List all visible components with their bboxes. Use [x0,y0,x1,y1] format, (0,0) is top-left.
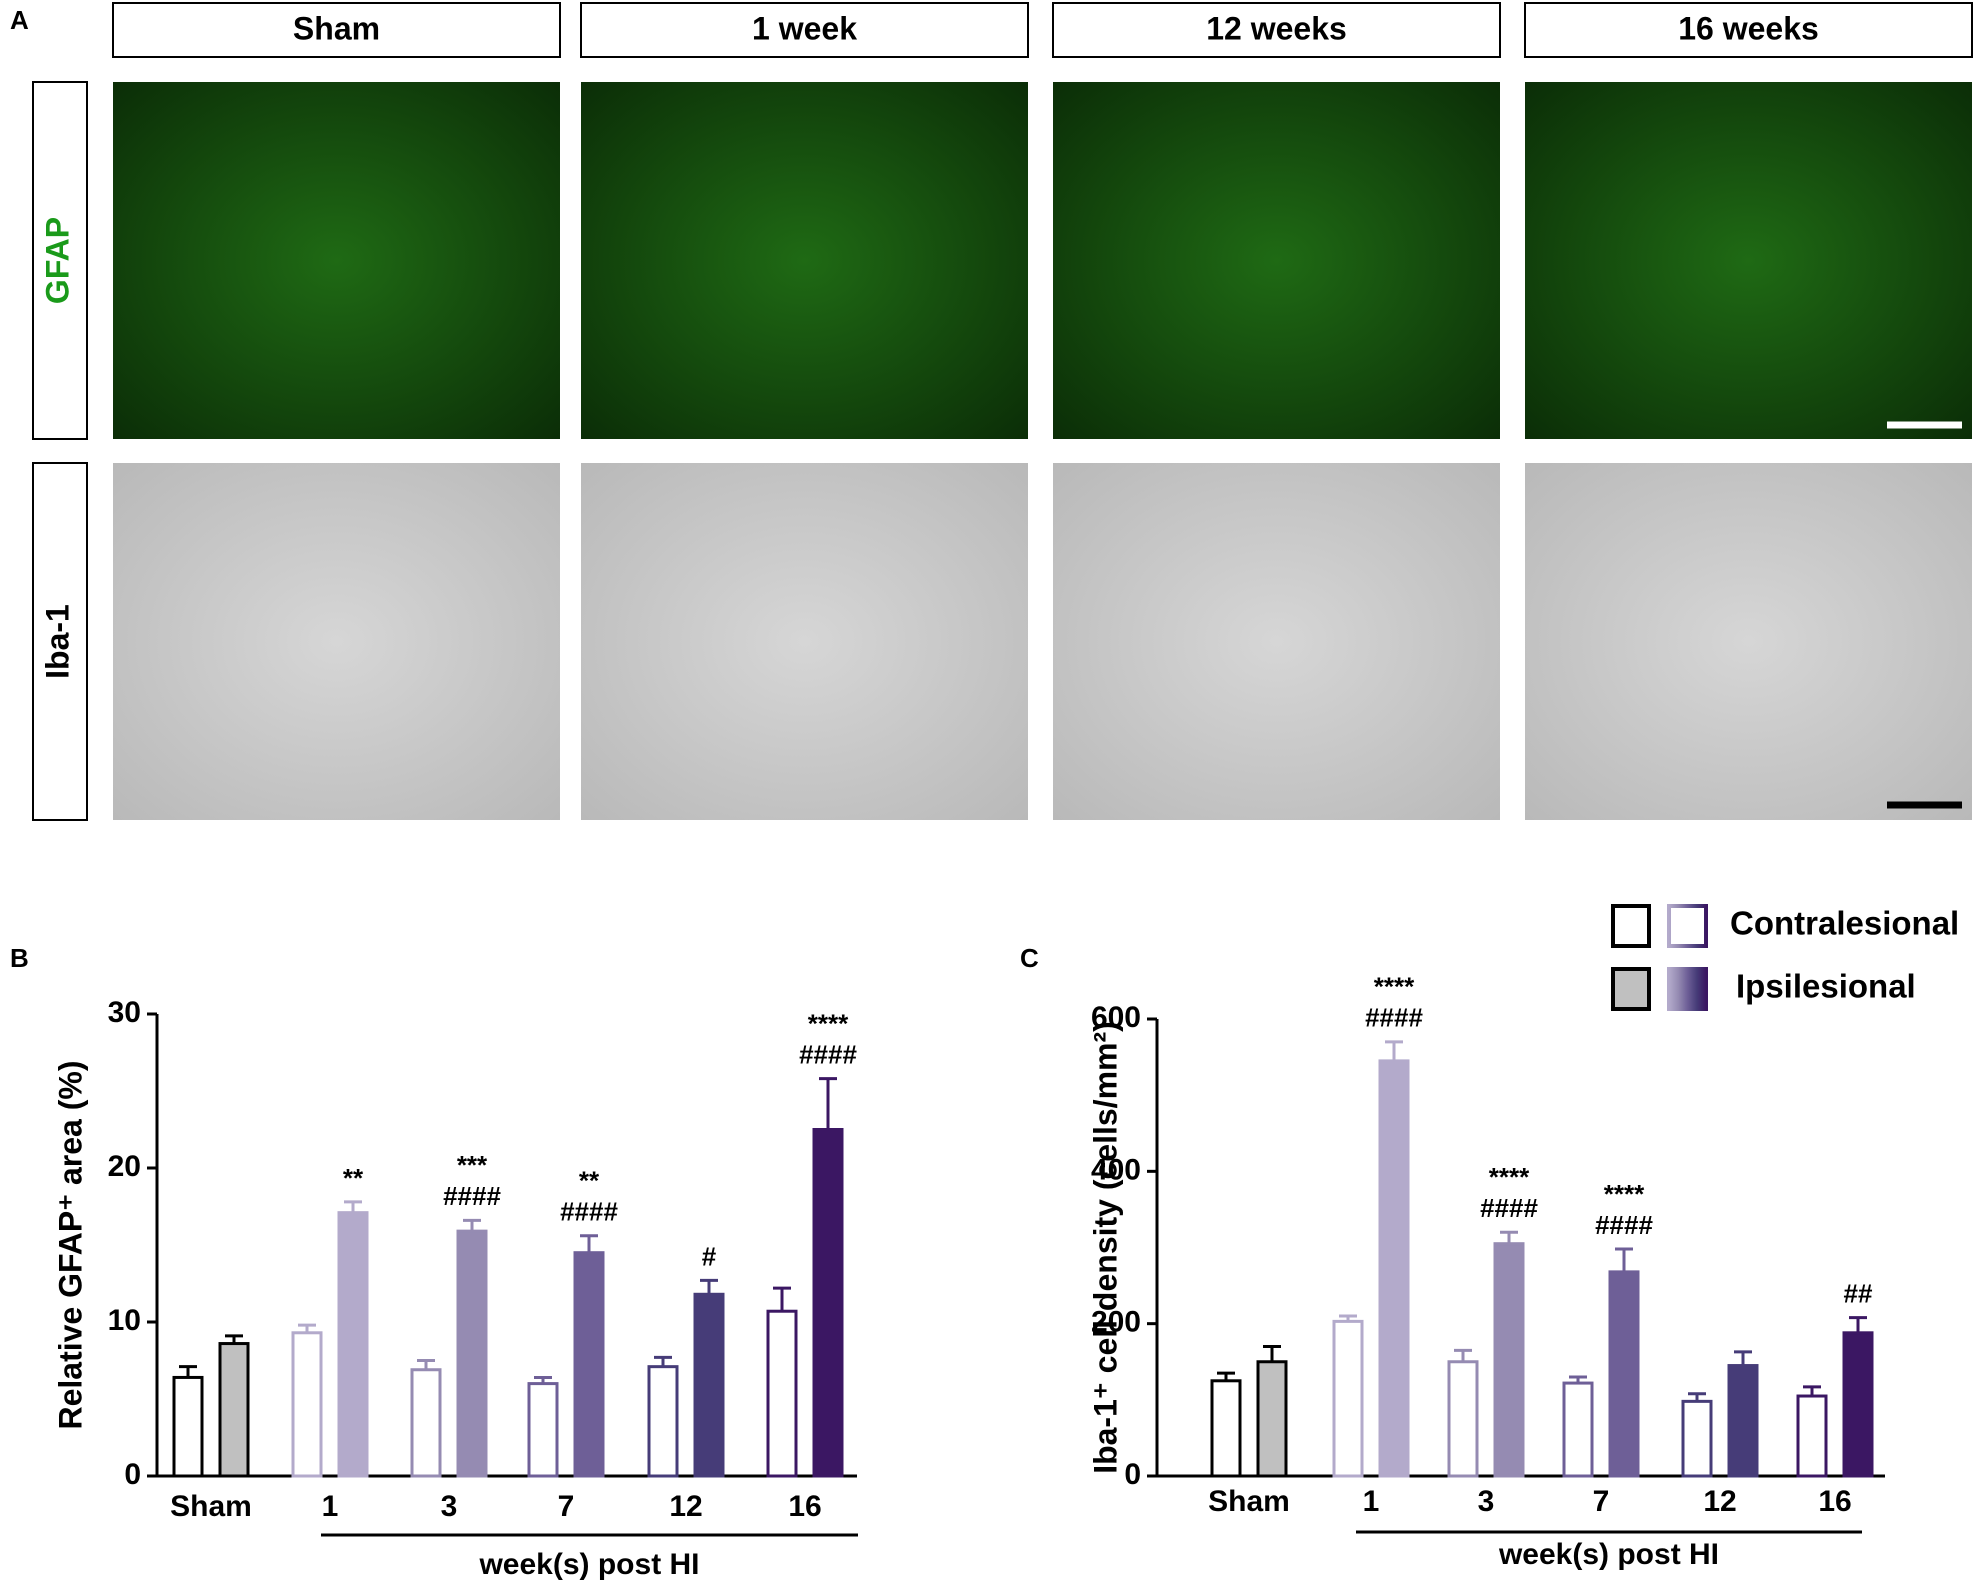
column-header-box [580,2,1029,58]
bar [1842,1331,1874,1478]
column-header: 12 weeks [1206,10,1347,46]
bar [291,1331,323,1478]
bar [527,1382,559,1478]
significance: **** [1604,1179,1645,1209]
bar [1493,1242,1525,1478]
y-axis-label: Relative GFAP⁺ area (%) [52,1060,88,1429]
column-header-box [1052,2,1501,58]
x-group-label: week(s) post HI [1498,1538,1719,1571]
significance: #### [443,1181,501,1211]
x-tick-label: 7 [1593,1485,1610,1518]
bar [1796,1394,1828,1478]
y-tick-label: 20 [108,1150,141,1183]
bar [456,1229,488,1478]
bar [647,1365,679,1478]
significance: ** [579,1166,600,1196]
bar [812,1128,844,1478]
y-tick-label: 0 [1124,1458,1141,1491]
bar [410,1368,442,1478]
bar [337,1211,369,1478]
bar [1562,1381,1594,1478]
panel-label: C [1020,943,1039,973]
bar [1681,1399,1713,1478]
row-label: Iba-1 [39,604,75,679]
y-tick-label: 400 [1091,1153,1141,1186]
x-tick-label: 7 [558,1490,575,1523]
y-tick-label: 10 [108,1304,141,1337]
x-tick-label: 1 [1363,1485,1380,1518]
x-tick-label: Sham [170,1490,252,1523]
column-header-box [112,2,561,58]
row-label-box [32,81,88,440]
bar [1608,1270,1640,1478]
legend-swatch [1667,967,1708,1011]
significance: ## [1844,1278,1873,1308]
bar [1210,1379,1242,1478]
significance: **** [1374,972,1415,1002]
bar [573,1251,605,1478]
row-label-box [32,462,88,821]
bar [1447,1360,1479,1478]
micrograph [113,463,560,820]
legend-swatch [1611,904,1651,948]
significance: # [702,1241,717,1271]
x-tick-label: 3 [1478,1485,1495,1518]
micrograph [581,463,1028,820]
bar [766,1309,798,1478]
significance: #### [560,1197,618,1227]
y-tick-label: 0 [124,1458,141,1491]
x-tick-label: 3 [441,1490,458,1523]
bar [693,1292,725,1478]
x-group-label: week(s) post HI [478,1548,699,1581]
panel-label: B [10,943,29,973]
significance: ** [343,1163,364,1193]
x-tick-label: Sham [1208,1485,1290,1518]
micrograph [1053,82,1500,439]
x-tick-label: 12 [1703,1485,1736,1518]
bar [1256,1360,1288,1478]
y-tick-label: 30 [108,996,141,1029]
bar [218,1342,250,1478]
x-tick-label: 1 [322,1490,339,1523]
legend-swatch [1667,904,1708,948]
legend-swatch [1611,967,1651,1011]
y-axis-label: Iba-1⁺ cell density (cells/mm²) [1087,1021,1123,1474]
x-tick-label: 16 [788,1490,821,1523]
significance: **** [808,1009,849,1039]
micrograph [581,82,1028,439]
significance: *** [457,1150,488,1180]
bar [172,1375,204,1478]
y-tick-label: 200 [1091,1306,1141,1339]
significance: #### [1365,1003,1423,1033]
x-tick-label: 16 [1818,1485,1851,1518]
micrograph [1525,463,1972,820]
micrograph [1053,463,1500,820]
legend-label: Contralesional [1730,905,1959,942]
y-tick-label: 600 [1091,1001,1141,1034]
significance: #### [1480,1193,1538,1223]
column-header: 1 week [752,10,857,46]
bar [1332,1319,1364,1478]
column-header: 16 weeks [1678,10,1819,46]
bar [1727,1364,1759,1478]
significance: #### [1595,1210,1653,1240]
significance: #### [799,1040,857,1070]
micrograph [113,82,560,439]
x-tick-label: 12 [669,1490,702,1523]
legend-label: Ipsilesional [1736,968,1916,1005]
panel-label: A [10,5,29,35]
column-header-box [1524,2,1973,58]
row-label: GFAP [39,217,75,304]
bar [1378,1059,1410,1478]
significance: **** [1489,1162,1530,1192]
column-header: Sham [293,10,380,46]
micrograph [1525,82,1972,439]
